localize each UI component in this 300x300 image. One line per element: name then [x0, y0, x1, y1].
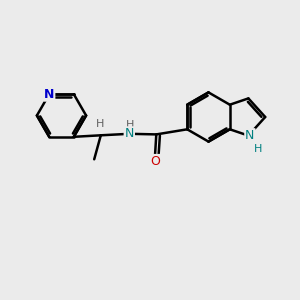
Text: N: N [245, 129, 255, 142]
Text: O: O [150, 155, 160, 168]
Text: N: N [44, 88, 54, 101]
Text: N: N [124, 127, 134, 140]
Text: H: H [126, 120, 134, 130]
Text: H: H [254, 144, 262, 154]
Text: H: H [96, 119, 104, 129]
